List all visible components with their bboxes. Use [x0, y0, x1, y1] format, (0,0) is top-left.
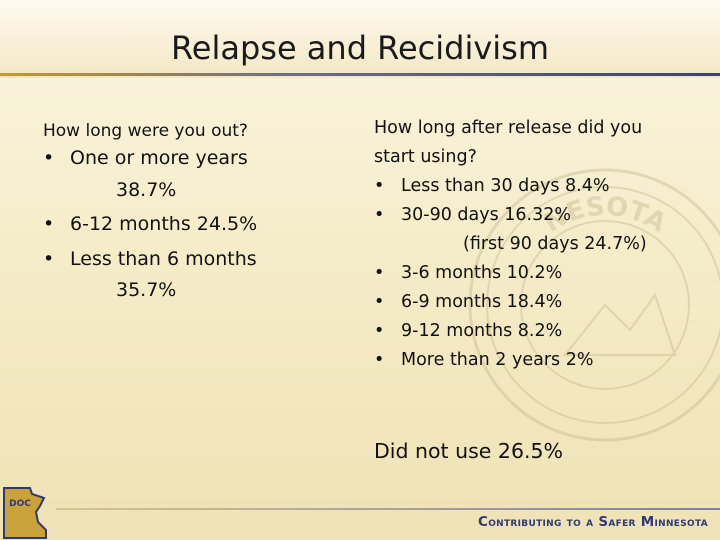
- list-item-text: One or more years: [70, 147, 248, 169]
- list-item: • 30-90 days 16.32% (first 90 days 24.7%…: [374, 201, 704, 259]
- list-item: • One or more years 38.7%: [43, 143, 333, 206]
- left-bullet-list: • One or more years 38.7% • 6-12 months …: [43, 143, 333, 307]
- title-divider: [0, 73, 720, 76]
- minnesota-map-icon: DOC: [3, 487, 47, 539]
- right-question-line2: start using?: [374, 147, 477, 167]
- list-item-text: Less than 30 days 8.4%: [401, 176, 610, 196]
- list-item: • 9-12 months 8.2%: [374, 317, 704, 346]
- list-item-text: Less than 6 months: [70, 247, 257, 270]
- bullet-icon: •: [374, 263, 385, 283]
- bullet-icon: •: [374, 176, 385, 196]
- bullet-icon: •: [374, 292, 385, 312]
- list-item-note: (first 90 days 24.7%): [463, 234, 647, 254]
- right-column: How long after release did you start usi…: [374, 114, 704, 375]
- footer-tagline: Contributing to a Safer Minnesota: [478, 514, 708, 530]
- slide-title: Relapse and Recidivism: [170, 29, 550, 67]
- title-bar: [0, 0, 720, 78]
- left-question: How long were you out?: [43, 121, 248, 141]
- list-item: • 6-12 months 24.5%: [43, 209, 333, 241]
- list-item: • 3-6 months 10.2%: [374, 259, 704, 288]
- list-item: • Less than 30 days 8.4%: [374, 172, 704, 201]
- bullet-icon: •: [43, 213, 55, 235]
- footer-divider: [56, 508, 720, 510]
- list-item-text: 9-12 months 8.2%: [401, 321, 563, 341]
- list-item-text: More than 2 years 2%: [401, 350, 594, 370]
- right-question: How long after release did you start usi…: [374, 114, 704, 172]
- bullet-icon: •: [374, 350, 385, 370]
- did-not-use-text: Did not use 26.5%: [374, 439, 564, 463]
- bullet-icon: •: [374, 321, 385, 341]
- svg-text:DOC: DOC: [9, 499, 31, 509]
- list-item-text: 6-12 months 24.5%: [70, 213, 258, 235]
- list-item-text: 30-90 days 16.32%: [401, 205, 572, 225]
- list-item: • More than 2 years 2%: [374, 346, 704, 375]
- left-column: How long were you out? • One or more yea…: [43, 119, 333, 310]
- bullet-icon: •: [374, 205, 385, 225]
- list-item-text: 3-6 months 10.2%: [401, 263, 563, 283]
- bullet-icon: •: [43, 247, 55, 270]
- list-item: • 6-9 months 18.4%: [374, 288, 704, 317]
- list-item-text: 6-9 months 18.4%: [401, 292, 563, 312]
- right-question-line1: How long after release did you: [374, 118, 643, 138]
- list-item-continuation: 35.7%: [116, 279, 177, 301]
- bullet-icon: •: [43, 147, 55, 169]
- list-item-continuation: 38.7%: [116, 178, 177, 201]
- list-item: • Less than 6 months 35.7%: [43, 244, 333, 307]
- right-bullet-list: • Less than 30 days 8.4% • 30-90 days 16…: [374, 172, 704, 375]
- state-seal-watermark-icon: NESOTA: [468, 168, 720, 442]
